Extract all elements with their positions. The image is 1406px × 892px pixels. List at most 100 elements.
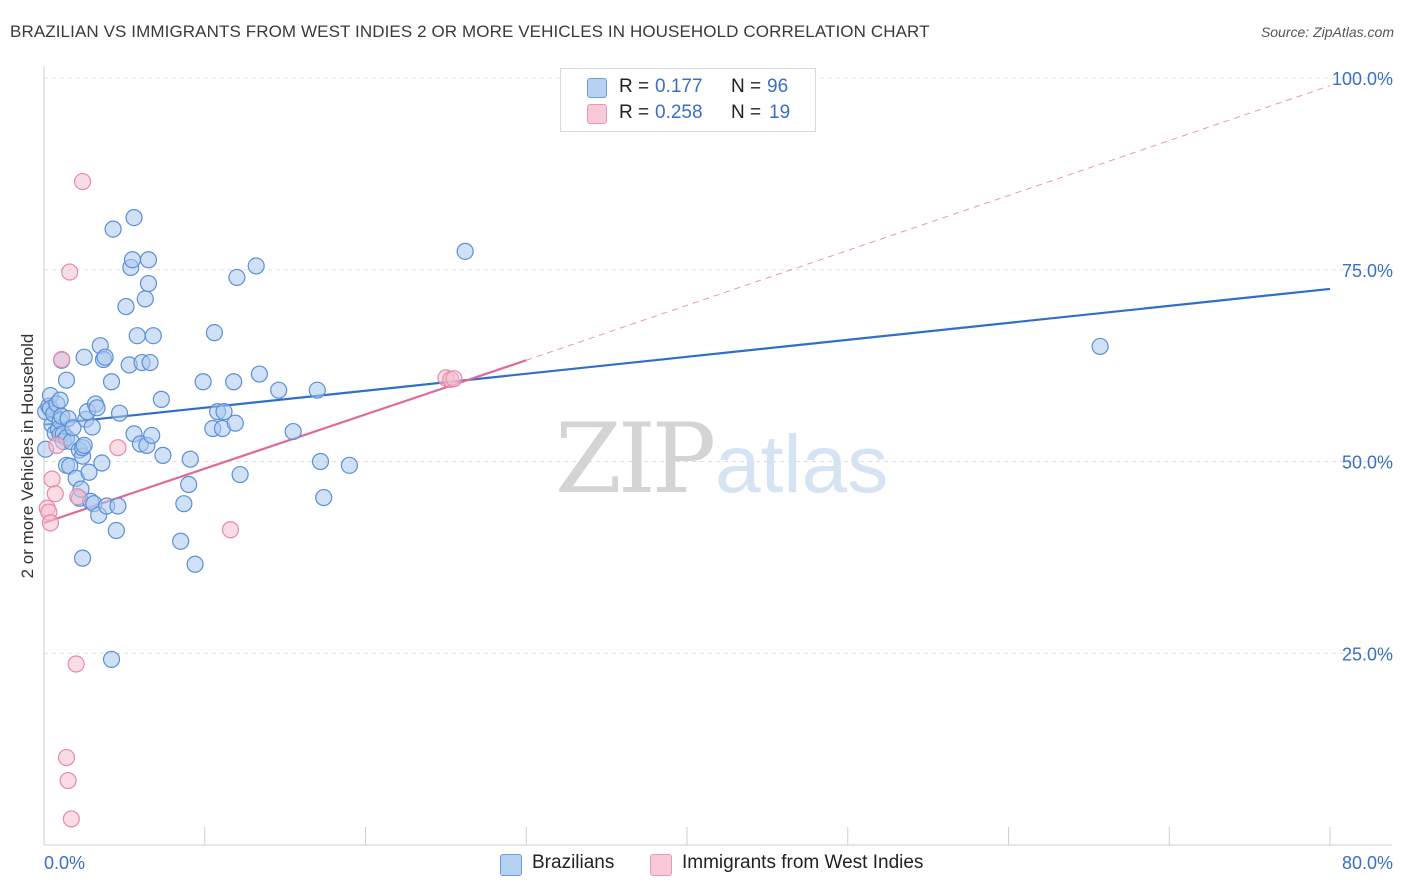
point-brazilians [80,463,98,481]
point-brazilians [123,251,142,269]
point-brazilians [96,348,114,366]
point-brazilians [75,348,93,366]
point-brazilians [308,381,326,399]
legend-n-label: N = [731,76,762,97]
tick-labels: 25.0% 50.0% 75.0% 100.0% 0.0% 80.0% [44,69,1393,873]
point-brazilians [231,465,249,484]
point-brazilians [180,475,198,494]
point-west-indies [57,748,76,767]
point-brazilians [205,324,223,342]
point-brazilians [247,257,265,275]
grid [44,77,1392,654]
legend-swatch-blue [587,78,607,98]
point-west-indies [62,810,80,828]
point-west-indies [41,514,60,532]
point-west-indies [61,263,79,281]
point-brazilians [143,426,161,445]
legend-n-label: N = [731,102,762,123]
point-brazilians [102,373,121,391]
point-brazilians [270,381,288,399]
y-tick-label: 50.0% [1342,453,1393,473]
point-brazilians [57,371,76,389]
watermark: ZIP atlas [555,403,888,515]
trend-line-west-indies [43,359,527,524]
point-brazilians [225,373,243,391]
legend-r-label: R = [619,102,650,123]
point-brazilians [139,251,158,269]
point-brazilians [284,422,302,441]
point-brazilians [340,456,359,474]
point-brazilians [64,419,82,437]
point-west-indies [221,521,240,539]
point-brazilians [125,208,143,227]
point-brazilians [154,446,172,464]
point-brazilians [83,418,101,436]
point-brazilians [117,297,135,316]
point-west-indies [53,350,71,369]
point-brazilians [93,454,111,472]
point-brazilians [136,290,154,308]
point-brazilians [311,452,330,471]
point-brazilians [315,488,333,507]
legend-r-value: 0.258 [655,102,703,123]
point-brazilians [141,353,159,372]
legend-label-brazilians: Brazilians [532,852,615,873]
trend-line-brazilians [43,287,1331,426]
point-west-indies [73,172,92,191]
trend-lines [43,85,1331,524]
point-west-indies [109,439,127,457]
chart-title: BRAZILIAN VS IMMIGRANTS FROM WEST INDIES… [10,22,930,41]
point-west-indies [445,370,463,388]
point-brazilians [175,495,193,513]
legend-n-value: 96 [767,76,789,97]
point-brazilians [73,549,92,567]
data-points [37,172,1109,828]
point-west-indies [67,655,85,673]
point-brazilians [107,521,125,540]
point-brazilians [51,391,69,409]
point-brazilians [250,365,269,383]
stats-legend: R = 0.177 N = 96 R = 0.258 N = 19 [560,68,816,132]
watermark-zip: ZIP [555,403,714,515]
point-brazilians [186,555,204,573]
point-brazilians [194,373,212,391]
point-brazilians [152,390,170,408]
point-brazilians [228,268,246,287]
point-brazilians [139,274,158,293]
legend-swatch-blue [500,854,522,876]
point-brazilians [110,404,129,422]
legend-r-label: R = [619,76,650,97]
point-brazilians [144,327,162,345]
legend-swatch-pink [650,854,672,876]
source-label: Source: ZipAtlas.com [1260,24,1394,40]
point-west-indies [48,436,66,454]
watermark-atlas: atlas [715,419,888,510]
y-tick-label: 100.0% [1332,69,1393,89]
point-brazilians [181,450,199,468]
point-brazilians [109,497,127,515]
x-tick-label: 80.0% [1342,853,1393,873]
point-brazilians [88,399,106,417]
point-brazilians [215,403,233,421]
point-brazilians [75,436,93,454]
point-brazilians [128,327,146,345]
point-brazilians [226,414,244,432]
x-tick-label: 0.0% [44,853,85,873]
point-west-indies [69,488,87,506]
point-brazilians [172,532,190,550]
point-brazilians [1091,337,1109,356]
y-tick-label: 25.0% [1342,644,1393,664]
legend-label-west-indies: Immigrants from West Indies [682,852,924,873]
point-west-indies [59,771,77,790]
legend-n-value: 19 [769,102,791,123]
point-west-indies [46,485,64,503]
y-tick-label: 75.0% [1342,261,1393,281]
point-west-indies [43,470,61,488]
point-brazilians [102,650,121,668]
legend-r-value: 0.177 [655,76,703,97]
trend-extension-west-indies [526,85,1331,361]
point-brazilians [104,220,122,238]
legend-swatch-pink [587,104,607,124]
point-brazilians [456,242,474,260]
